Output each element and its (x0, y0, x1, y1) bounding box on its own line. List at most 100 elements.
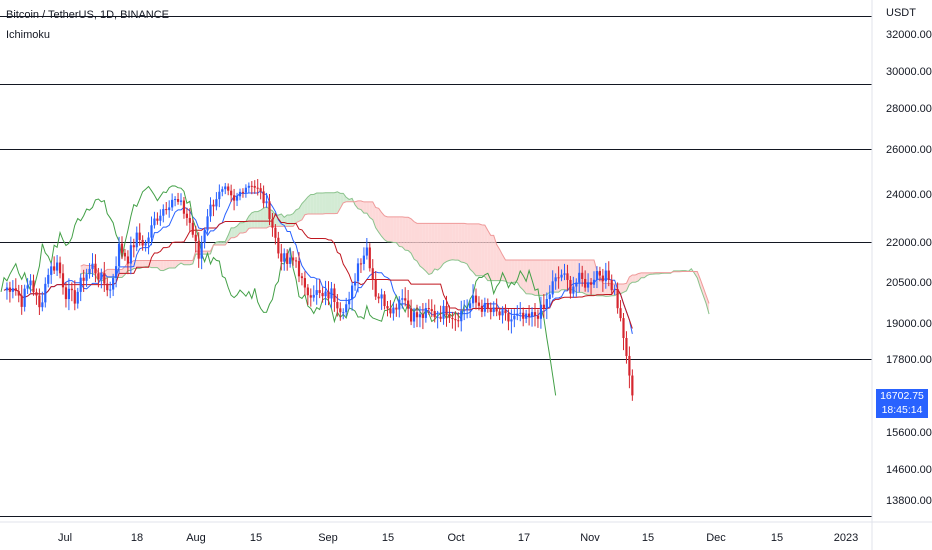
candle-body (362, 255, 365, 264)
cloud-segment (443, 223, 447, 264)
cloud-segment (363, 201, 367, 214)
candle-body (566, 273, 569, 280)
symbol-legend[interactable]: Bitcoin / TetherUS, 1D, BINANCE (6, 9, 170, 21)
candle-body (536, 315, 540, 319)
cloud-segment (605, 283, 609, 297)
candle-body (138, 232, 141, 240)
cloud-segment (641, 272, 645, 278)
candle-body (191, 222, 194, 235)
candle-body (398, 299, 401, 310)
candle-body (194, 234, 197, 242)
time-tick-label: 17 (518, 532, 530, 544)
cloud-segment (183, 260, 187, 265)
candle-body (548, 294, 551, 300)
candle-body (480, 305, 483, 312)
candle-body (20, 295, 23, 307)
bar-countdown: 18:45:14 (881, 404, 923, 416)
cloud-segment (402, 216, 406, 251)
candle-body (283, 253, 286, 262)
candle-body (123, 252, 127, 257)
time-tick-label: 2023 (834, 532, 858, 544)
cloud-segment (110, 269, 114, 278)
cloud-segment (154, 260, 158, 268)
cloud-segment (629, 274, 633, 285)
candle-body (430, 309, 433, 312)
candle-body (292, 257, 295, 261)
candle-body (569, 279, 572, 294)
price-tick-label: 30000.00 (886, 66, 932, 78)
candle-body (303, 278, 306, 288)
cloud-segment (487, 230, 491, 281)
candle-body (471, 295, 475, 304)
candle-body (353, 281, 357, 286)
cloud-segment (455, 223, 459, 261)
cloud-segment (493, 235, 497, 281)
cloud-segment (499, 249, 503, 281)
cloud-segment (411, 218, 415, 260)
candle-body (150, 225, 153, 238)
candle-body (221, 189, 224, 192)
cloud-segment (375, 207, 379, 233)
candle-body (575, 282, 578, 287)
cloud-segment (703, 287, 707, 304)
cloud-segment (80, 264, 84, 275)
price-axis-unit: USDT (886, 7, 916, 19)
time-tick-label: 15 (250, 532, 262, 544)
candle-body (132, 245, 135, 248)
candle-body (551, 281, 554, 295)
candle-body (483, 302, 486, 312)
candle-body (268, 201, 271, 220)
cloud-segment (638, 272, 642, 281)
price-tick-label: 24000.00 (886, 189, 932, 201)
cloud-segment (537, 260, 541, 296)
candle-body (528, 313, 531, 317)
cloud-segment (124, 262, 128, 275)
candle-body (457, 320, 460, 322)
time-tick-label: 18 (131, 532, 143, 544)
time-axis[interactable]: Jul 18 Aug 15 Sep 15 Oct 17 Nov 15 Dec 15 2023 (58, 532, 858, 544)
cloud-segment (231, 227, 235, 238)
cloud-segment (234, 226, 238, 238)
candle-body (401, 298, 404, 300)
candle-body (64, 287, 68, 300)
candle-body (265, 201, 268, 204)
cloud-segment (207, 251, 211, 255)
candle-body (224, 186, 227, 190)
cloud-segment (381, 212, 385, 240)
cloud-segment (248, 212, 252, 229)
cloud-segment (340, 193, 344, 209)
cloud-segment (251, 211, 255, 228)
cloud-segment (175, 260, 179, 268)
candle-body (454, 319, 457, 321)
cloud-segment (313, 193, 317, 214)
candle-body (345, 304, 348, 313)
cloud-segment (484, 225, 488, 281)
cloud-segment (393, 216, 397, 243)
price-axis[interactable]: 32000.00 30000.00 28000.00 26000.00 24000.00… (886, 29, 932, 507)
candle-body (162, 208, 165, 216)
last-price-value: 16702.75 (880, 390, 924, 402)
candle-body (324, 291, 327, 297)
candle-body (356, 263, 360, 282)
candle-body (26, 285, 29, 289)
candle-body (203, 230, 206, 243)
candle-body (88, 268, 91, 275)
candle-body (410, 308, 413, 322)
candle-body (106, 283, 109, 291)
candle-body (389, 308, 392, 314)
cloud-segment (543, 260, 547, 296)
candle-body (510, 319, 513, 322)
price-tick-label: 15600.00 (886, 427, 932, 439)
cloud-segment (425, 223, 429, 275)
candle-body (32, 280, 35, 293)
indicator-legend[interactable]: Ichimoku (6, 29, 51, 41)
candle-body (448, 315, 451, 318)
cloud-segment (523, 260, 527, 294)
candle-body (560, 274, 563, 278)
cloud-segment (399, 216, 403, 247)
candle-body (289, 257, 292, 264)
candle-body (315, 290, 318, 295)
cloud-segment (558, 260, 562, 293)
candle-body (185, 213, 188, 218)
